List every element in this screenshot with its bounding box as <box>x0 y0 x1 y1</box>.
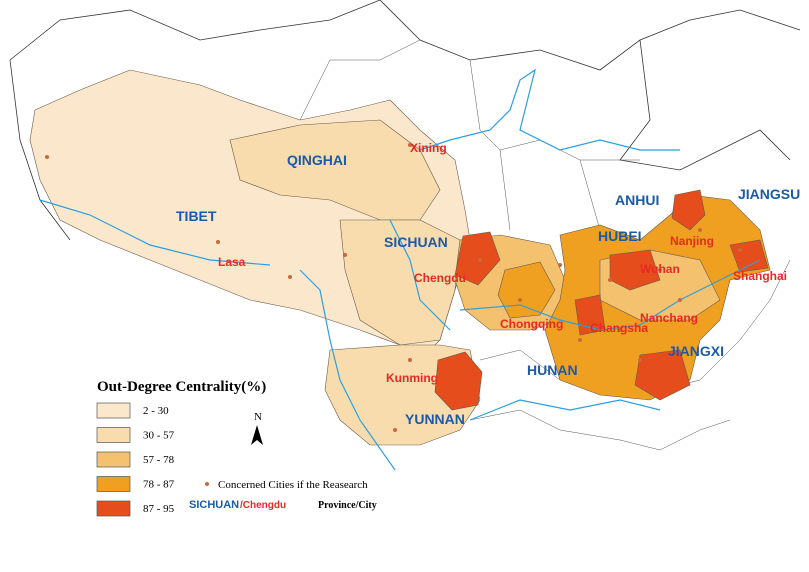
region-kunming <box>434 351 483 411</box>
legend-swatch <box>96 451 131 468</box>
legend-province: SICHUAN <box>189 499 239 511</box>
province-label: JIANGXI <box>668 343 724 359</box>
legend-swatch <box>96 402 131 419</box>
city-label: Lasa <box>218 255 246 269</box>
region-east-red-5 <box>574 294 606 336</box>
province-label: JIANGSU <box>738 186 800 202</box>
province-label: QINGHAI <box>287 152 347 168</box>
city-label: Chongqing <box>500 317 563 331</box>
city-dots <box>45 143 742 432</box>
north-label: N <box>254 411 262 423</box>
city-label: Nanjing <box>670 234 714 248</box>
rivers <box>39 68 761 471</box>
legend-note: Concerned Cities if the Reasearch <box>218 479 368 491</box>
city-label: Nanchang <box>640 311 698 325</box>
north-arrow: N <box>251 411 263 445</box>
region-sichuan-west <box>339 219 461 346</box>
province-label: ANHUI <box>615 192 659 208</box>
legend-example-note: Province/City <box>318 500 377 511</box>
legend-label: 78 - 87 <box>143 479 175 491</box>
province-label: TIBET <box>176 208 217 224</box>
legend-label: 87 - 95 <box>143 503 175 515</box>
city-label: Shanghai <box>733 269 787 283</box>
city-label: Xining <box>410 141 447 155</box>
legend-label: 2 - 30 <box>143 405 169 417</box>
legend-label: 57 - 78 <box>143 454 175 466</box>
region-east-red-4 <box>729 239 769 273</box>
region-chongqing <box>497 261 556 319</box>
province-label: HUBEI <box>598 228 642 244</box>
city-label: Changsha <box>590 321 648 335</box>
city-label: Chengdu <box>414 271 466 285</box>
legend-city: /Chengdu <box>240 500 286 511</box>
region-east-red-3 <box>634 349 691 401</box>
legend: Out-Degree Centrality(%) N Concerned Cit… <box>96 379 377 517</box>
province-label: YUNNAN <box>405 411 465 427</box>
region-east-red-1 <box>671 189 706 231</box>
province-label: SICHUAN <box>384 234 448 250</box>
region-chengdu <box>454 231 501 286</box>
city-label: Kunming <box>386 371 438 385</box>
legend-label: 30 - 57 <box>143 430 175 442</box>
province-label: HUNAN <box>527 362 578 378</box>
legend-swatch <box>96 427 131 443</box>
legend-title: Out-Degree Centrality(%) <box>97 379 266 395</box>
legend-swatch <box>96 476 131 492</box>
region-east-red-2 <box>609 249 661 291</box>
legend-swatch <box>96 500 131 517</box>
city-label: Wuhan <box>640 262 680 276</box>
